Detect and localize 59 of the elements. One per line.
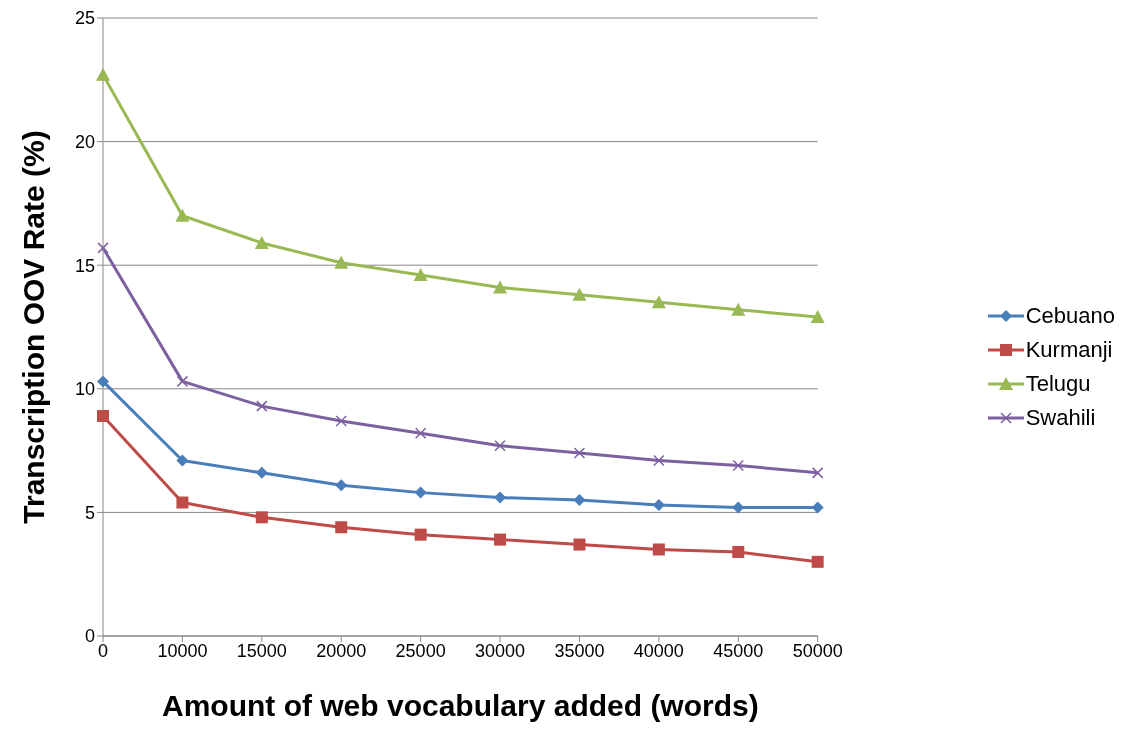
point <box>335 415 347 427</box>
point <box>732 545 745 558</box>
x-tick-label: 40000 <box>633 640 684 661</box>
point <box>811 555 824 568</box>
point <box>493 280 508 294</box>
point <box>494 533 507 546</box>
point <box>494 491 507 504</box>
point <box>175 208 190 222</box>
point <box>731 302 746 316</box>
point <box>176 496 189 509</box>
point <box>176 375 189 388</box>
x-tick-label: 30000 <box>475 640 526 661</box>
y-tick-label: 0 <box>84 626 95 647</box>
y-tick-label: 20 <box>74 131 95 152</box>
point <box>811 467 824 479</box>
x-tick-label: 15000 <box>236 640 287 661</box>
point <box>256 400 268 412</box>
legend-label: Telugu <box>1025 371 1091 397</box>
y-tick-label: 5 <box>84 502 95 523</box>
point <box>810 310 825 324</box>
y-tick-label: 15 <box>74 255 95 276</box>
point <box>97 375 109 388</box>
legend-label: Kurmanji <box>1025 337 1113 363</box>
y-axis-title: Transcription OOV Rate (%) <box>16 130 50 524</box>
point <box>176 454 189 467</box>
x-tick-label: 50000 <box>792 640 843 661</box>
x-axis-title: Amount of web vocabulary added (words) <box>161 689 759 722</box>
point <box>97 409 109 422</box>
y-tick-label: 25 <box>74 8 95 29</box>
x-tick-label: 20000 <box>316 640 367 661</box>
point <box>97 242 109 254</box>
point <box>414 427 427 440</box>
x-tick-label: 25000 <box>395 640 446 661</box>
y-tick-label: 10 <box>74 379 95 400</box>
point <box>335 479 348 492</box>
point <box>254 235 269 249</box>
x-tick-label: 35000 <box>554 640 605 661</box>
point <box>573 494 586 507</box>
point <box>653 454 665 467</box>
point <box>732 459 745 472</box>
point <box>255 466 268 479</box>
point <box>96 67 110 81</box>
x-tick-label: 45000 <box>713 640 764 661</box>
point <box>414 486 427 499</box>
point <box>494 439 506 452</box>
point <box>572 287 587 301</box>
point <box>335 521 348 534</box>
x-tick-label: 10000 <box>157 640 208 661</box>
point <box>573 538 586 551</box>
point <box>413 268 428 282</box>
point <box>651 295 666 309</box>
legend-label: Cebuano <box>1025 303 1115 329</box>
point <box>652 543 665 556</box>
point <box>573 447 586 459</box>
point <box>414 528 427 541</box>
legend-label: Swahili <box>1025 405 1096 431</box>
point <box>334 255 349 269</box>
point <box>255 511 268 524</box>
x-tick-label: 0 <box>97 640 109 661</box>
